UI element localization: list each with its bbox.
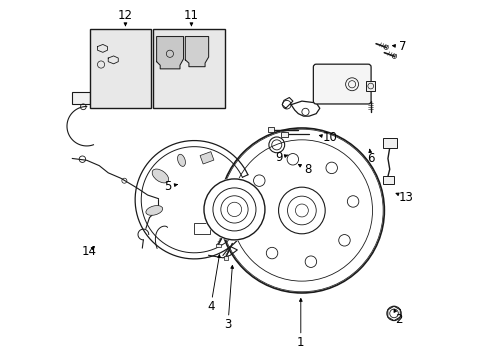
- Bar: [90, 30, 151, 108]
- Bar: [267, 127, 274, 132]
- Text: 11: 11: [183, 9, 199, 22]
- Bar: [216, 244, 221, 247]
- Polygon shape: [135, 140, 247, 259]
- Text: 7: 7: [398, 40, 405, 53]
- Text: 5: 5: [164, 180, 171, 193]
- Text: 1: 1: [296, 336, 304, 348]
- Text: 4: 4: [206, 300, 214, 313]
- Bar: [281, 132, 287, 136]
- Text: 10: 10: [322, 131, 337, 144]
- Text: 13: 13: [398, 191, 412, 204]
- Text: 3: 3: [224, 318, 231, 331]
- Bar: [200, 152, 213, 164]
- Ellipse shape: [177, 154, 185, 166]
- Ellipse shape: [152, 169, 168, 183]
- Text: 2: 2: [394, 312, 402, 326]
- Circle shape: [203, 178, 265, 241]
- Text: 14: 14: [82, 244, 97, 257]
- Bar: [194, 223, 209, 234]
- Bar: [382, 176, 393, 184]
- Bar: [153, 30, 224, 108]
- Text: 12: 12: [118, 9, 133, 22]
- Polygon shape: [156, 37, 183, 69]
- Polygon shape: [185, 37, 208, 67]
- Bar: [366, 81, 375, 91]
- FancyBboxPatch shape: [313, 64, 370, 104]
- Text: 6: 6: [366, 152, 374, 165]
- Bar: [224, 256, 228, 260]
- Text: 8: 8: [304, 163, 311, 176]
- Bar: [72, 93, 90, 104]
- Text: 9: 9: [275, 151, 283, 164]
- Bar: [382, 138, 396, 148]
- Ellipse shape: [145, 206, 163, 215]
